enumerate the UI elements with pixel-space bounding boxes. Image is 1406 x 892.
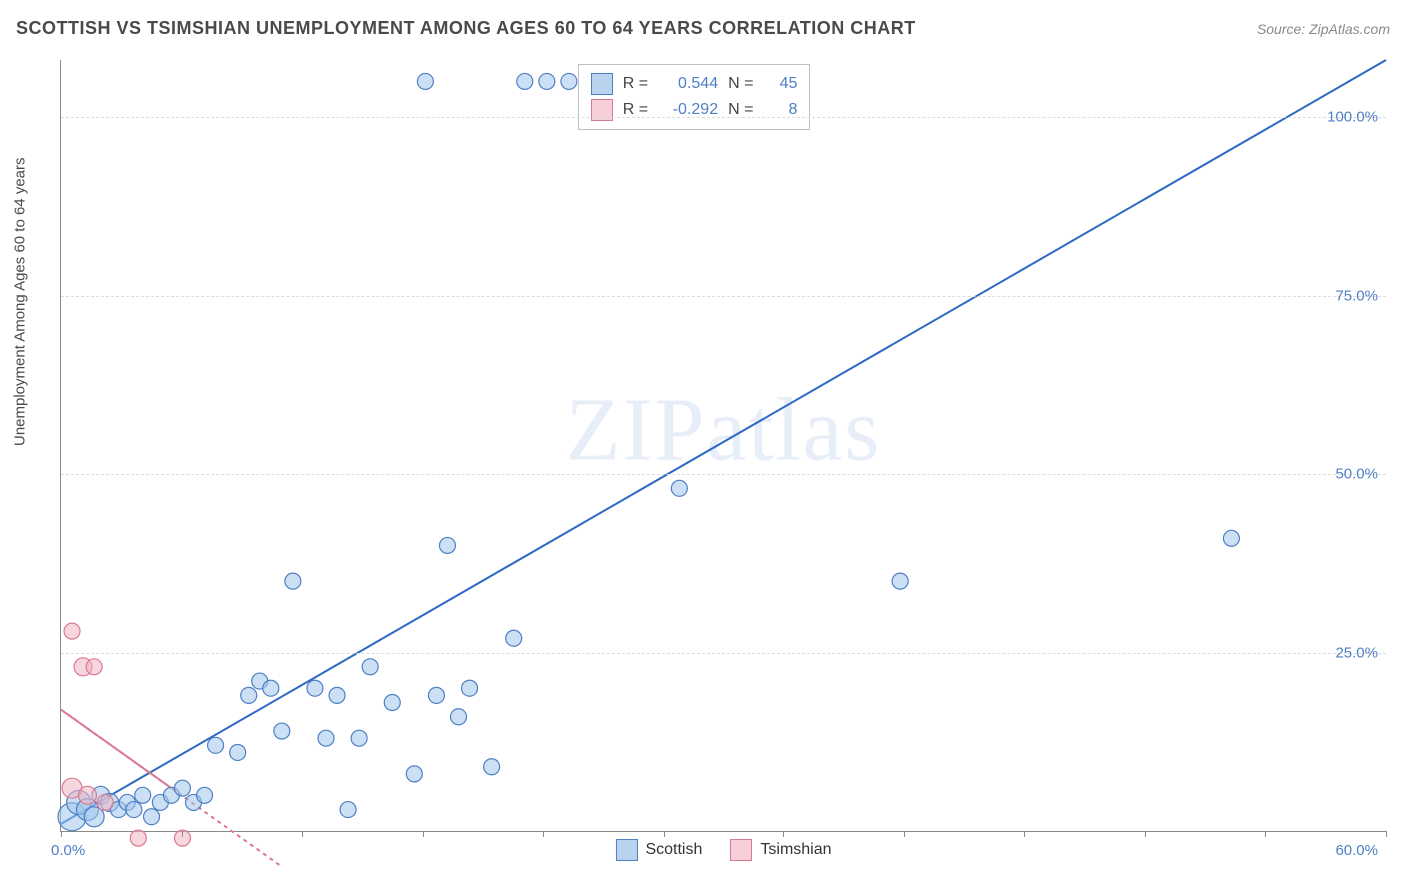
r-label: R =	[623, 75, 648, 93]
n-value: 45	[763, 75, 797, 93]
plot-area: ZIPatlas R =0.544N =45R =-0.292N =8 Scot…	[60, 60, 1386, 832]
chart-title: SCOTTISH VS TSIMSHIAN UNEMPLOYMENT AMONG…	[16, 18, 916, 39]
y-tick-label: 50.0%	[1335, 466, 1378, 483]
legend-item: Tsimshian	[730, 839, 831, 861]
series-legend: Scottish Tsimshian	[615, 839, 831, 861]
gridline	[61, 296, 1386, 297]
stats-row: R =-0.292N =8	[591, 97, 798, 123]
chart-source: Source: ZipAtlas.com	[1257, 21, 1390, 37]
x-tick	[783, 831, 784, 837]
series-swatch	[615, 839, 637, 861]
x-tick	[1265, 831, 1266, 837]
scatter-points-layer	[61, 60, 1386, 831]
x-tick	[61, 831, 62, 837]
stats-legend-box: R = 0.544 N = 45 R =-0.292N =8	[578, 64, 811, 130]
y-axis-label: Unemployment Among Ages 60 to 64 years	[12, 157, 29, 446]
x-tick	[1386, 831, 1387, 837]
y-tick-label: 75.0%	[1335, 287, 1378, 304]
n-label: N =	[728, 75, 753, 93]
x-tick	[302, 831, 303, 837]
legend-label: Scottish	[645, 841, 702, 859]
trend-lines-layer	[61, 60, 1386, 831]
x-tick	[182, 831, 183, 837]
watermark: ZIPatlas	[566, 379, 882, 482]
x-axis-max-label: 60.0%	[1335, 842, 1378, 859]
x-tick	[664, 831, 665, 837]
x-tick	[1024, 831, 1025, 837]
x-axis-origin-label: 0.0%	[51, 842, 85, 859]
x-tick	[1145, 831, 1146, 837]
gridline	[61, 117, 1386, 118]
gridline	[61, 653, 1386, 654]
x-tick	[543, 831, 544, 837]
series-swatch	[730, 839, 752, 861]
y-tick-label: 25.0%	[1335, 644, 1378, 661]
gridline	[61, 474, 1386, 475]
series-swatch	[591, 73, 613, 95]
legend-label: Tsimshian	[760, 841, 831, 859]
r-value: 0.544	[658, 75, 718, 93]
stats-row: R = 0.544 N = 45	[591, 71, 798, 97]
legend-item: Scottish	[615, 839, 702, 861]
x-tick	[904, 831, 905, 837]
x-tick	[423, 831, 424, 837]
chart-header: SCOTTISH VS TSIMSHIAN UNEMPLOYMENT AMONG…	[16, 18, 1390, 39]
y-tick-label: 100.0%	[1327, 109, 1378, 126]
